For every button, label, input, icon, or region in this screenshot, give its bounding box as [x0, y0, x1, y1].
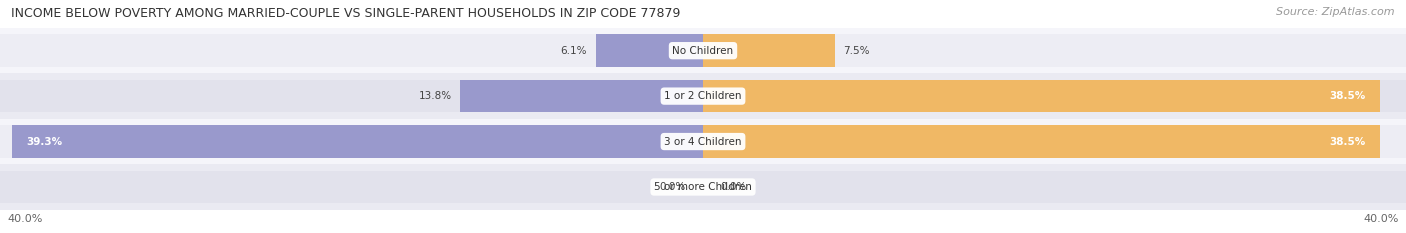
Text: 40.0%: 40.0%: [1364, 214, 1399, 224]
Bar: [703, 80, 1406, 113]
Bar: [703, 34, 835, 67]
Bar: [0, 164, 1406, 210]
Text: 40.0%: 40.0%: [7, 214, 42, 224]
Text: 1 or 2 Children: 1 or 2 Children: [664, 91, 742, 101]
Bar: [0, 119, 1406, 164]
Bar: [0, 80, 703, 113]
Bar: [703, 171, 1406, 203]
Text: No Children: No Children: [672, 46, 734, 56]
Text: 39.3%: 39.3%: [27, 137, 62, 147]
Bar: [0, 125, 703, 158]
Text: INCOME BELOW POVERTY AMONG MARRIED-COUPLE VS SINGLE-PARENT HOUSEHOLDS IN ZIP COD: INCOME BELOW POVERTY AMONG MARRIED-COUPL…: [11, 7, 681, 20]
Bar: [703, 34, 1406, 67]
Text: 38.5%: 38.5%: [1329, 137, 1365, 147]
Text: 0.0%: 0.0%: [659, 182, 686, 192]
Text: 3 or 4 Children: 3 or 4 Children: [664, 137, 742, 147]
Bar: [596, 34, 703, 67]
Bar: [0, 34, 703, 67]
Bar: [703, 125, 1406, 158]
Bar: [0, 73, 1406, 119]
Bar: [0, 28, 1406, 73]
Text: 38.5%: 38.5%: [1329, 91, 1365, 101]
Text: 13.8%: 13.8%: [419, 91, 451, 101]
Text: 5 or more Children: 5 or more Children: [654, 182, 752, 192]
Text: Source: ZipAtlas.com: Source: ZipAtlas.com: [1277, 7, 1395, 17]
Bar: [703, 125, 1379, 158]
Bar: [461, 80, 703, 113]
Bar: [13, 125, 703, 158]
Text: 6.1%: 6.1%: [561, 46, 588, 56]
Text: 7.5%: 7.5%: [844, 46, 870, 56]
Text: 0.0%: 0.0%: [721, 182, 747, 192]
Bar: [703, 80, 1379, 113]
Bar: [0, 171, 703, 203]
